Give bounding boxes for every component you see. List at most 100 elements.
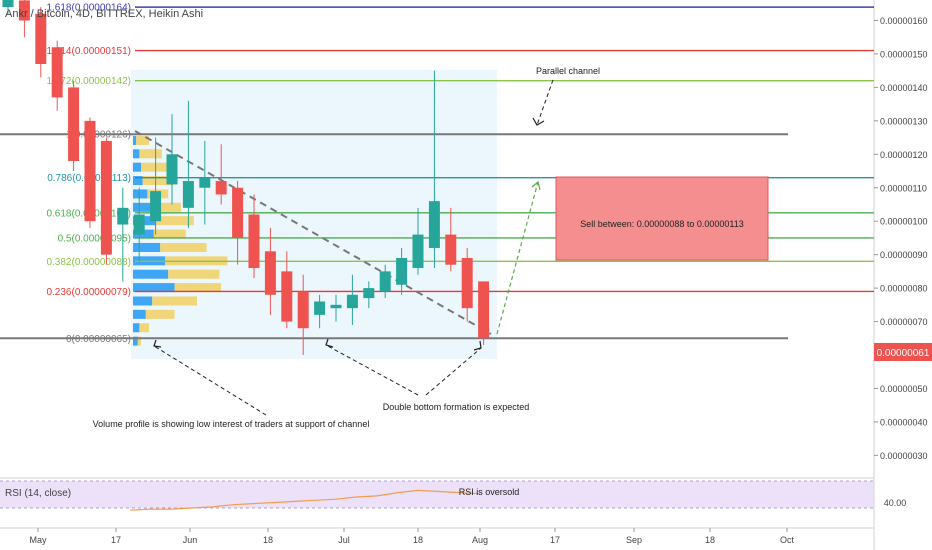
time-axis[interactable]: May 17 Jun 18 Jul 18 Aug 17 Sep 18 Oct: [29, 528, 794, 545]
last-price-tag: [874, 343, 932, 361]
vp-yellow-bar-15: [137, 336, 141, 346]
parallel-channel-arrowhead: [532, 117, 545, 126]
fib-label-0: 1.618(0.00000164): [46, 3, 131, 14]
time-tick-label-6: Aug: [472, 535, 488, 545]
annotation-arrows: [153, 79, 554, 416]
candle-body-29: [478, 281, 490, 339]
candle-body-22: [363, 288, 375, 299]
time-tick-label-5: 18: [413, 535, 423, 545]
projection-arrow: [496, 181, 539, 335]
candle-body-10: [166, 154, 178, 185]
volume-profile-range: [131, 70, 497, 359]
time-tick-label-8: Sep: [626, 535, 642, 545]
vp-yellow-bar-14: [139, 323, 149, 333]
fib-label-9: 0(0.00000065): [66, 334, 131, 345]
double-bottom-arrow-left: [325, 344, 419, 396]
vp-yellow-bar-3: [142, 176, 173, 186]
candle-body-12: [199, 177, 211, 188]
candle-body-15: [248, 214, 260, 269]
candle-body-21: [346, 294, 358, 309]
double-bottom-label: Double bottom formation is expected: [383, 402, 530, 412]
sell-zone-label: Sell between: 0.00000088 to 0.00000113: [580, 219, 743, 229]
vp-yellow-bar-7: [153, 229, 186, 239]
time-tick-label-9: 18: [705, 535, 715, 545]
price-tick-label-12: 0.00000040: [880, 417, 928, 427]
price-tick-label-6: 0.00000100: [880, 217, 928, 227]
fib-label-6: 0.5(0.00000095): [58, 233, 131, 244]
volume-profile-arrowhead: [153, 339, 162, 348]
fib-label-2: 1.272(0.00000142): [46, 76, 131, 87]
time-tick-label-10: Oct: [780, 535, 795, 545]
vp-blue-bar-10: [133, 269, 169, 279]
time-tick-label-0: May: [29, 535, 47, 545]
price-tick-label-4: 0.00000120: [880, 150, 928, 160]
vp-yellow-bar-12: [152, 296, 197, 306]
price-tick-label-11: 0.00000050: [880, 384, 928, 394]
projection-arrowhead: [531, 180, 541, 191]
candle-body-18: [297, 291, 309, 329]
vp-blue-bar-12: [133, 296, 153, 306]
price-tick-label-9: 0.00000070: [880, 317, 928, 327]
symbol-header: Ankr / Bitcoin, 4D, BITTREX, Heikin Ashi: [5, 8, 203, 20]
rsi-oversold-label: RSI is oversold: [459, 487, 520, 497]
candle-body-19: [314, 301, 326, 315]
vp-blue-bar-1: [133, 149, 140, 159]
price-tick-label-5: 0.00000110: [880, 183, 927, 193]
time-tick-label-4: Jul: [338, 535, 350, 545]
price-tick-label-1: 0.00000150: [880, 49, 928, 59]
candle-body-9: [150, 191, 162, 222]
sell-zone[interactable]: [555, 176, 769, 261]
candle-body-5: [84, 120, 96, 222]
rsi-value-label: 40.00: [884, 498, 907, 508]
volume-profile-arrow: [153, 345, 267, 416]
price-tick-label-7: 0.00000090: [880, 250, 928, 260]
vp-yellow-bar-2: [141, 162, 177, 172]
time-tick-label-2: Jun: [183, 535, 198, 545]
vp-blue-bar-0: [133, 135, 137, 145]
candle-body-14: [232, 187, 244, 238]
vp-blue-bar-3: [133, 176, 143, 186]
vp-yellow-bar-10: [168, 269, 220, 279]
candle-body-23: [379, 271, 391, 292]
vp-yellow-bar-0: [136, 135, 149, 145]
volume-profile-label: Volume profile is showing low interest o…: [93, 419, 370, 429]
double-bottom-arrow-right: [425, 347, 482, 396]
rsi-band: [0, 481, 874, 508]
vp-yellow-bar-5: [152, 202, 181, 212]
candle-body-28: [461, 257, 473, 309]
candle-body-26: [428, 201, 440, 248]
vp-blue-bar-15: [133, 336, 138, 346]
candle-body-6: [100, 140, 112, 255]
vp-yellow-bar-11: [174, 283, 221, 293]
vp-blue-bar-8: [133, 242, 161, 252]
candle-body-25: [412, 234, 424, 269]
candle-body-27: [445, 234, 457, 265]
candle-body-1: [18, 0, 30, 21]
price-tick-label-0: 0.00000160: [880, 16, 928, 26]
rsi-title: RSI (14, close): [5, 488, 71, 499]
candle-body-7: [117, 207, 129, 225]
fib-label-8: 0.236(0.00000079): [46, 287, 131, 298]
price-tick-label-13: 0.00000030: [880, 451, 928, 461]
candle-body-24: [396, 257, 408, 285]
rsi-line: [129, 489, 481, 511]
vp-blue-bar-11: [133, 283, 175, 293]
vp-blue-bar-2: [133, 162, 141, 172]
parallel-channel-label: Parallel channel: [536, 66, 600, 76]
candle-body-16: [264, 251, 276, 295]
double-bottom-arrowhead-left: [325, 338, 334, 348]
candle-body-20: [330, 304, 342, 309]
last-price-label: 0.00000061: [877, 348, 930, 359]
price-tick-label-8: 0.00000080: [880, 284, 928, 294]
candle-body-13: [215, 181, 227, 195]
vp-blue-bar-13: [133, 309, 146, 319]
parallel-channel-arrow: [536, 79, 554, 126]
double-bottom-arrowhead-right: [473, 340, 482, 351]
candle-body-11: [182, 181, 194, 208]
candle-body-8: [133, 214, 145, 235]
vp-blue-bar-5: [133, 202, 153, 212]
time-tick-label-1: 17: [111, 535, 121, 545]
time-tick-label-3: 18: [263, 535, 273, 545]
channel-trend-line[interactable]: [134, 130, 492, 335]
